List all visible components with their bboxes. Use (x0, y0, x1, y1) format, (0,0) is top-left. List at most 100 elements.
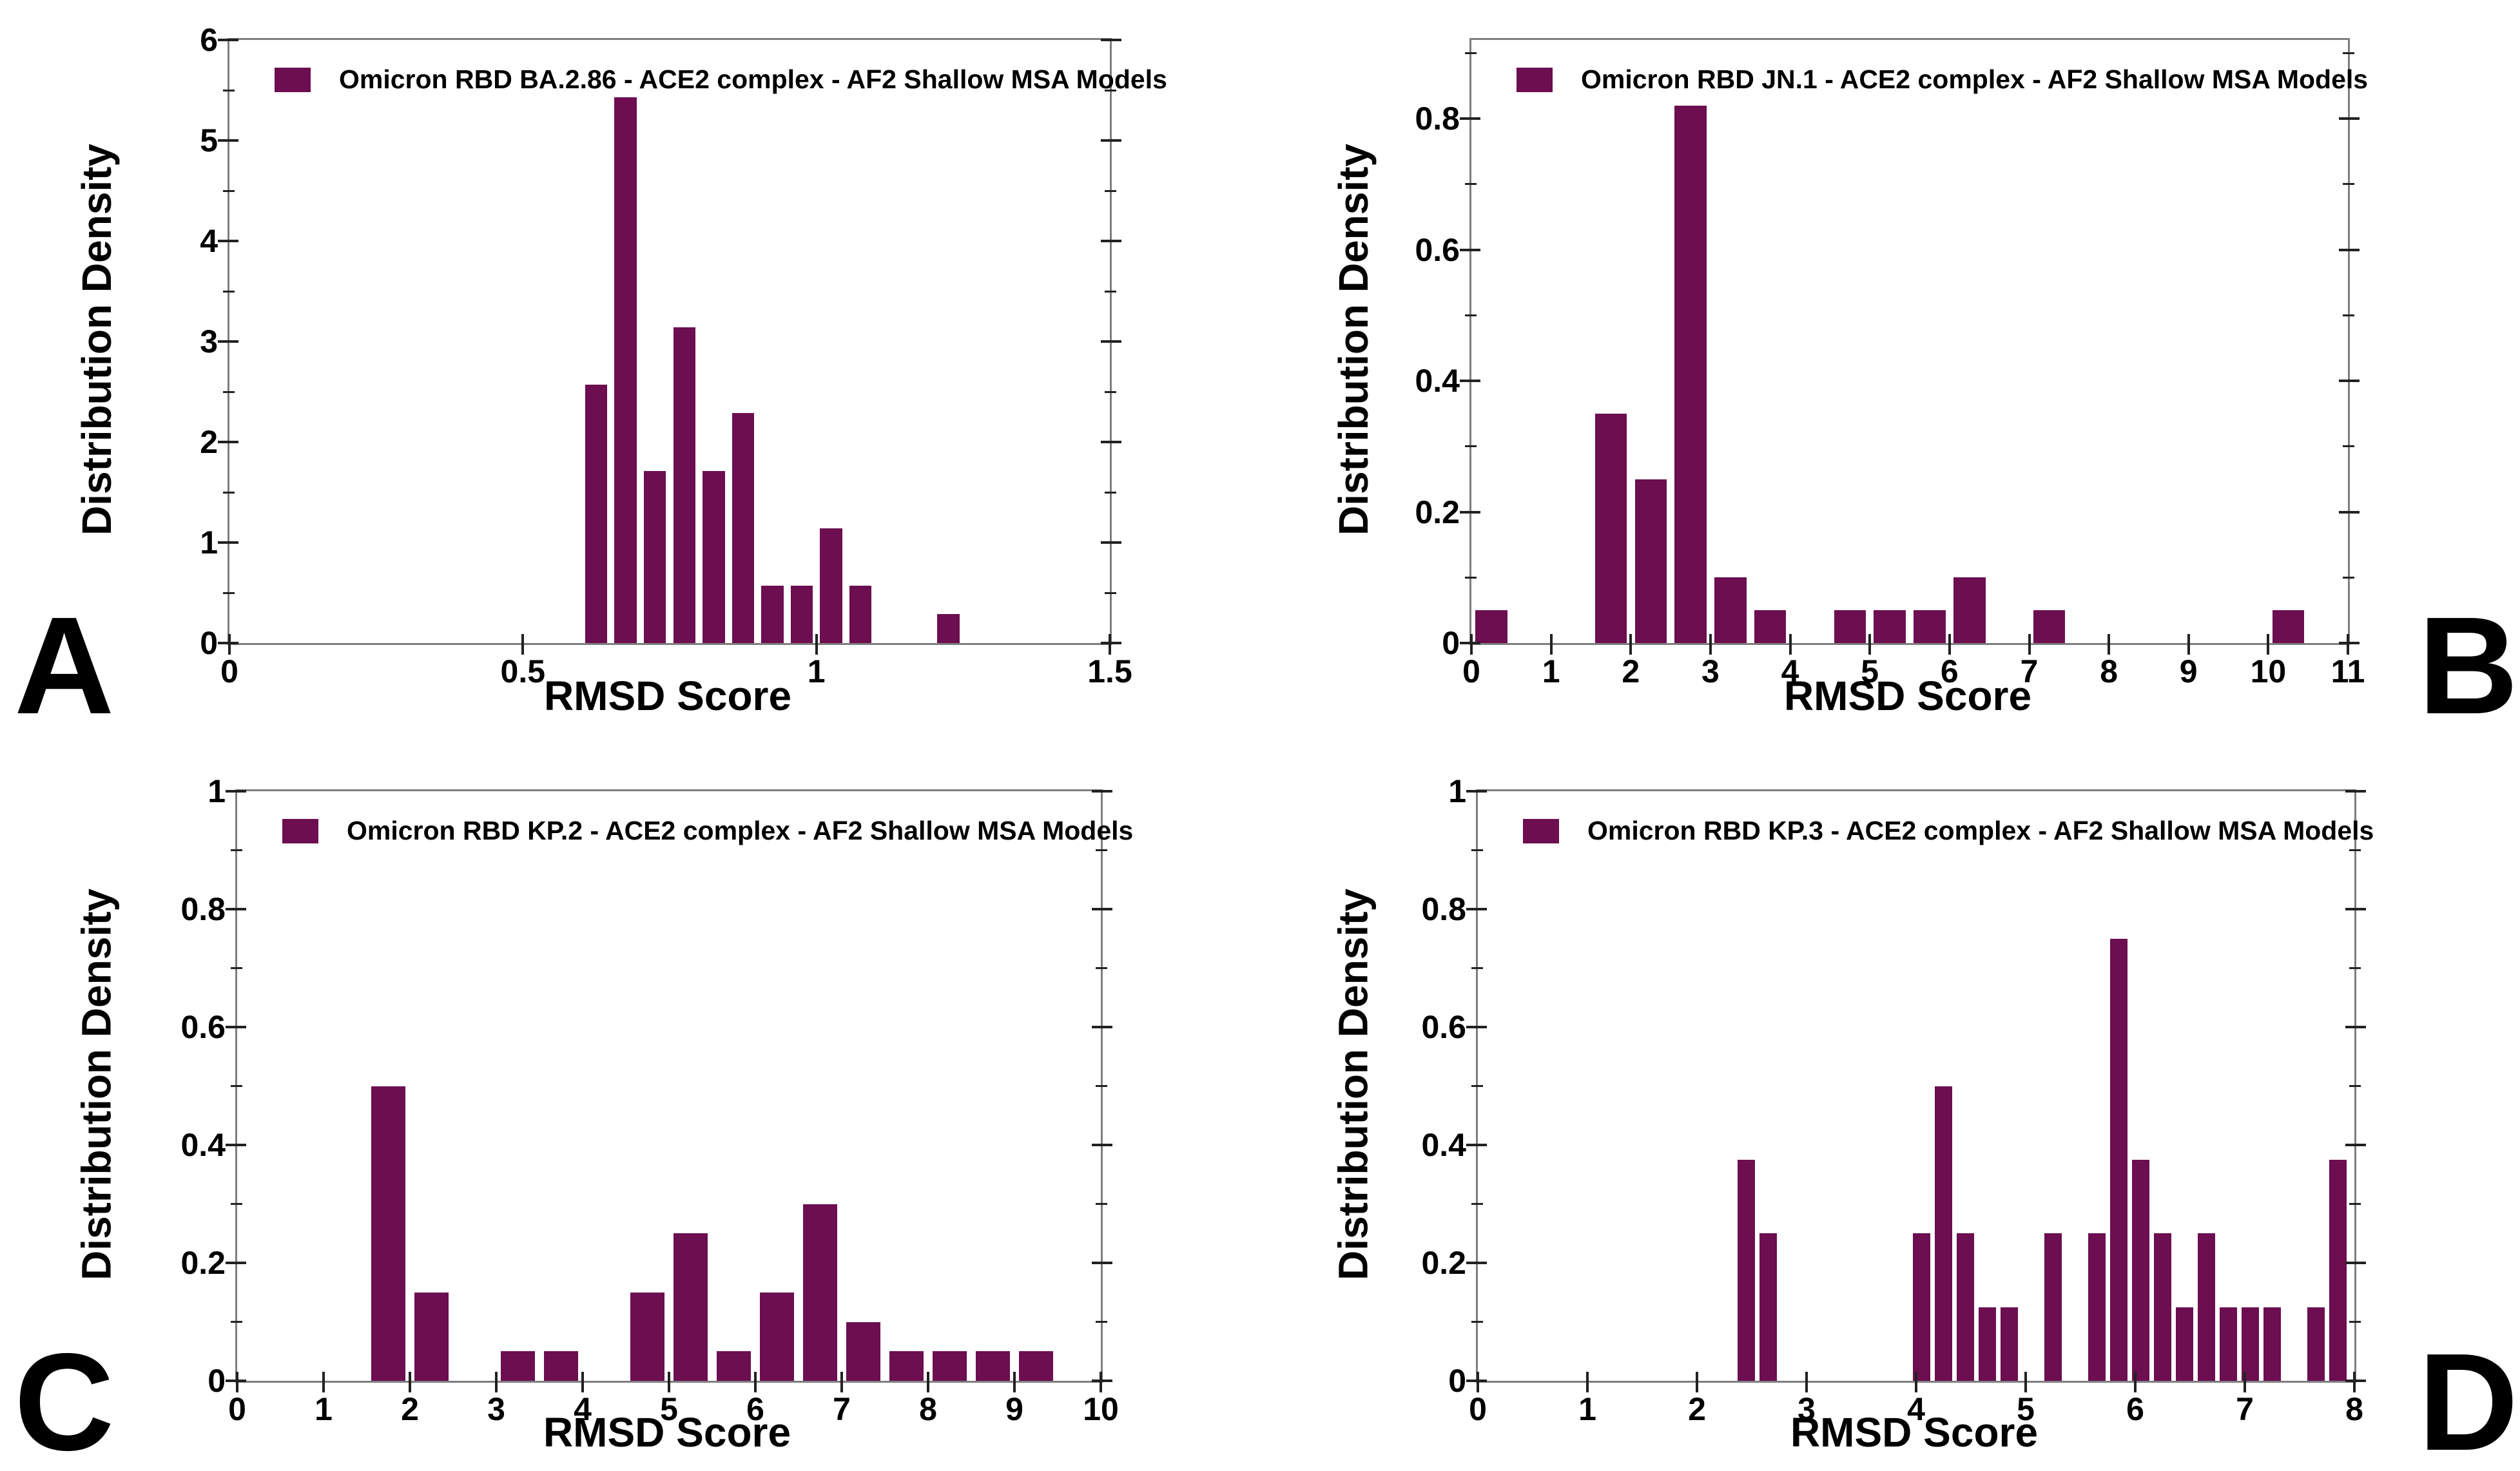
y-tick (218, 541, 238, 544)
x-tick-label: 6 (746, 1391, 764, 1427)
histogram-bar (414, 1292, 449, 1381)
y-tick (1466, 1026, 1487, 1028)
x-tick-label: 0 (1469, 1391, 1487, 1427)
histogram-bar (732, 412, 755, 643)
x-tick-label: 8 (2100, 653, 2118, 689)
y-tick-label: 0.4 (1421, 1127, 1466, 1163)
histogram-bar (2044, 1233, 2062, 1381)
x-tick-label: 1 (807, 653, 826, 689)
y-tick-right (1101, 642, 1121, 644)
legend-swatch-icon (282, 818, 318, 843)
y-tick-label: 0.8 (1421, 891, 1466, 927)
y-minor-tick-right (1096, 849, 1107, 851)
x-tick (236, 1372, 238, 1392)
y-tick-label: 2 (200, 424, 218, 460)
y-minor-tick (1465, 183, 1477, 186)
y-tick (226, 1262, 246, 1264)
y-minor-tick (223, 189, 235, 192)
histogram-bar (1674, 105, 1707, 643)
x-tick-label: 3 (1701, 653, 1720, 689)
x-axis-title-c: RMSD Score (543, 1409, 791, 1456)
histogram-bar (1874, 610, 1906, 643)
x-tick-label: 8 (2345, 1391, 2363, 1427)
y-tick-right (2345, 908, 2366, 910)
y-tick-right (1101, 240, 1121, 242)
y-tick-right (2345, 1380, 2366, 1382)
x-tick-label: 2 (1622, 653, 1640, 689)
x-tick (1788, 634, 1792, 655)
x-tick (2347, 634, 2349, 655)
y-tick (1466, 908, 1487, 910)
histogram-bar (802, 1204, 838, 1381)
plot-area-d: Omicron RBD KP.3 - ACE2 complex - AF2 Sh… (1421, 773, 2374, 1427)
y-axis-title-d: Distribution Density (1330, 888, 1377, 1281)
histogram-bar (1737, 1159, 1756, 1381)
x-tick-label: 3 (487, 1391, 505, 1427)
x-tick (1549, 634, 1553, 655)
x-tick-label: 2 (1688, 1391, 1706, 1427)
y-tick (226, 790, 246, 793)
histogram-bar (1978, 1307, 1997, 1381)
x-tick-label: 0 (1462, 653, 1480, 689)
y-tick-label: 0.6 (180, 1009, 226, 1045)
y-tick (1466, 1144, 1487, 1146)
x-tick-label: 0 (220, 653, 238, 689)
y-minor-tick-right (1105, 189, 1116, 192)
y-minor-tick (1465, 314, 1477, 316)
histogram-bar (716, 1351, 751, 1381)
y-minor-tick (223, 89, 235, 91)
histogram-bar (2153, 1233, 2172, 1381)
y-tick-label: 0 (208, 1363, 226, 1399)
y-tick (218, 340, 238, 343)
y-axis-title-a: Distribution Density (73, 143, 120, 536)
x-axis-title-d: RMSD Score (1790, 1409, 2039, 1456)
y-minor-tick (1471, 1085, 1483, 1087)
x-tick-label: 4 (574, 1391, 592, 1427)
histogram-bar (2197, 1233, 2216, 1381)
y-axis-title-c: Distribution Density (73, 888, 120, 1281)
histogram-bar (975, 1351, 1011, 1381)
histogram-bar (932, 1351, 967, 1381)
histogram-bar (1934, 1086, 1953, 1381)
histogram-bar (2272, 610, 2304, 643)
histogram-bar (630, 1292, 665, 1381)
y-tick-label: 0.6 (1421, 1009, 1466, 1045)
histogram-bar (1018, 1351, 1054, 1381)
x-tick (1696, 1372, 1698, 1392)
legend-label: Omicron RBD JN.1 - ACE2 complex - AF2 Sh… (1581, 64, 2369, 94)
legend-swatch-icon (1517, 67, 1553, 92)
y-tick-right (1092, 790, 1112, 793)
x-tick-label: 0 (228, 1391, 246, 1427)
legend-label: Omicron RBD BA.2.86 - ACE2 complex - AF2… (339, 64, 1167, 94)
x-tick (2187, 634, 2190, 655)
x-tick-label: 1 (315, 1391, 333, 1427)
x-tick-label: 10 (2250, 653, 2287, 689)
histogram-bar (2329, 1159, 2347, 1381)
y-tick (218, 642, 238, 644)
histogram-bar (759, 1292, 795, 1381)
histogram-bar (1714, 577, 1747, 643)
histogram-bar (585, 385, 608, 643)
y-minor-tick (231, 1085, 242, 1087)
histogram-bar (1914, 610, 1946, 643)
y-tick-label: 0.8 (1415, 101, 1460, 137)
x-tick (322, 1372, 325, 1392)
y-tick-label: 0.4 (180, 1127, 226, 1163)
x-tick (1915, 1372, 1917, 1392)
x-tick-label: 8 (919, 1391, 937, 1427)
histogram-bar (2307, 1307, 2325, 1381)
y-minor-tick (223, 491, 235, 494)
histogram-bar (2131, 1159, 2150, 1381)
y-tick-label: 5 (200, 122, 218, 159)
y-minor-tick-right (2349, 1321, 2361, 1323)
histogram-bar (1475, 610, 1507, 643)
x-tick-label: 4 (1907, 1391, 1925, 1427)
y-tick (1460, 248, 1480, 251)
y-tick-label: 0.4 (1415, 363, 1460, 399)
histogram-bar (1754, 610, 1787, 643)
y-tick (218, 139, 238, 142)
y-tick (218, 441, 238, 443)
y-minor-tick-right (1105, 491, 1116, 494)
y-tick (226, 1026, 246, 1028)
y-minor-tick (231, 1321, 242, 1323)
